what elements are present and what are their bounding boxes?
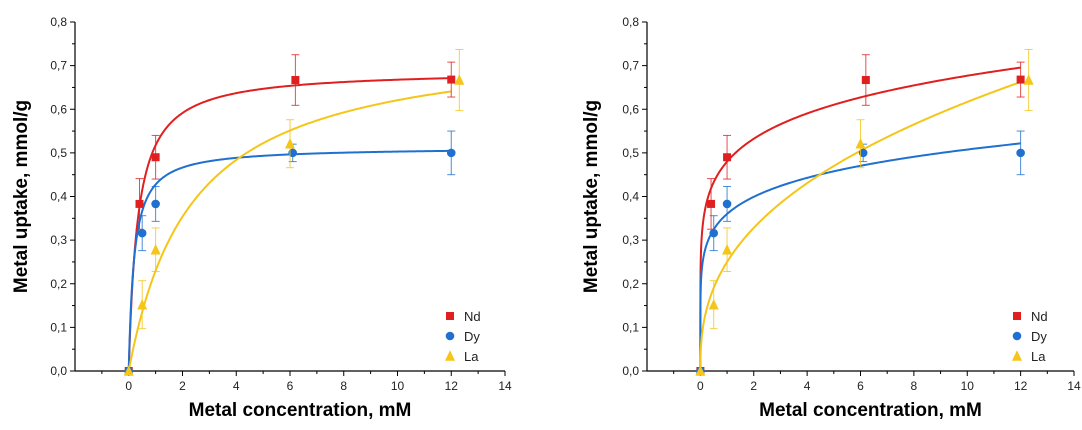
fit-curve-dy — [699, 142, 1021, 371]
y-tick-label: 0,4 — [622, 190, 639, 204]
data-point-nd — [151, 153, 160, 162]
data-point-la — [454, 74, 465, 85]
x-tick-label: 2 — [750, 379, 757, 393]
y-tick-label: 0,7 — [622, 59, 639, 73]
data-point-la — [123, 365, 134, 376]
data-point-nd — [135, 199, 144, 208]
x-tick-label: 12 — [445, 379, 459, 393]
legend-label-nd: Nd — [464, 309, 481, 324]
x-tick-label: 0 — [125, 379, 132, 393]
legend-label-dy: Dy — [1031, 329, 1047, 344]
data-point-la — [695, 365, 706, 376]
legend-marker-nd — [446, 312, 454, 320]
y-tick-label: 0,0 — [50, 364, 67, 378]
chart-right-panel: 0,0 0,1 0,2 0,3 0,4 0,5 0,6 0,7 0,8 0 2 4 6 8 10 12 14 Me… — [581, 15, 1081, 421]
data-point-la — [855, 137, 866, 149]
legend-label-dy: Dy — [464, 329, 480, 344]
data-point-dy — [1016, 148, 1025, 158]
fit-curve-nd — [699, 66, 1021, 371]
data-point-nd — [291, 76, 300, 85]
y-tick-label: 0,6 — [622, 102, 639, 116]
y-tick-label: 0,6 — [50, 102, 67, 116]
y-tick-label: 0,2 — [50, 277, 67, 291]
data-point-nd — [723, 153, 732, 162]
data-point-nd — [1016, 75, 1025, 84]
y-tick-label: 0,3 — [50, 233, 67, 247]
x-tick-label: 10 — [391, 379, 405, 393]
data-point-la — [1023, 74, 1034, 85]
data-point-dy — [709, 228, 719, 238]
y-tick-label: 0,7 — [50, 59, 67, 73]
data-point-nd — [861, 76, 870, 85]
x-axis-title: Metal concentration, mM — [759, 400, 982, 421]
x-tick-label: 8 — [340, 379, 347, 393]
x-tick-label: 10 — [961, 379, 975, 393]
data-point-la — [137, 298, 148, 310]
data-point-la — [285, 137, 295, 149]
x-tick-label: 4 — [233, 379, 240, 393]
data-point-dy — [288, 148, 297, 158]
x-tick-label: 6 — [287, 379, 294, 393]
x-tick-label: 4 — [804, 379, 811, 393]
legend-marker-dy — [1012, 331, 1022, 341]
y-tick-label: 0,3 — [622, 233, 639, 247]
y-tick-label: 0,2 — [622, 277, 639, 291]
data-point-la — [722, 243, 733, 255]
y-tick-label: 0,5 — [50, 146, 67, 160]
legend-label-la: La — [464, 349, 479, 364]
data-point-la — [708, 298, 719, 310]
legend-marker-la — [445, 350, 455, 361]
legend-marker-la — [1012, 350, 1022, 361]
fit-curve-la — [127, 90, 452, 372]
data-point-dy — [151, 199, 160, 209]
y-axis-title: Metal uptake, mmol/g — [581, 100, 602, 293]
data-point-dy — [722, 199, 732, 209]
legend-marker-dy — [445, 331, 455, 341]
data-point-la — [150, 243, 161, 255]
data-point-dy — [858, 148, 868, 158]
x-tick-label: 12 — [1014, 379, 1028, 393]
data-point-dy — [137, 228, 147, 238]
legend-label-nd: Nd — [1031, 309, 1048, 324]
data-point-nd — [707, 199, 716, 208]
x-axis-title: Metal concentration, mM — [189, 400, 412, 421]
y-tick-label: 0,8 — [50, 15, 67, 29]
legend-label-la: La — [1031, 349, 1046, 364]
y-tick-label: 0,1 — [50, 320, 67, 334]
x-tick-label: 8 — [911, 379, 918, 393]
x-tick-label: 6 — [857, 379, 864, 393]
legend-marker-nd — [1013, 312, 1021, 320]
x-tick-label: 2 — [179, 379, 186, 393]
y-tick-label: 0,1 — [622, 320, 639, 334]
fit-curve-la — [699, 81, 1021, 371]
data-point-nd — [447, 75, 456, 84]
y-axis-title: Metal uptake, mmol/g — [11, 100, 32, 293]
fit-curve-dy — [127, 149, 452, 372]
chart-left-panel: 0,0 0,1 0,2 0,3 0,4 0,5 0,6 0,7 0,8 0 2 4 6 8 10 12 14 Me… — [11, 15, 512, 421]
x-tick-label: 0 — [697, 379, 704, 393]
y-tick-label: 0,4 — [50, 190, 67, 204]
data-point-dy — [446, 148, 456, 158]
y-tick-label: 0,5 — [622, 146, 639, 160]
x-tick-label: 14 — [498, 379, 512, 393]
x-tick-label: 14 — [1067, 379, 1081, 393]
y-tick-label: 0,0 — [622, 364, 639, 378]
y-tick-label: 0,8 — [622, 15, 639, 29]
